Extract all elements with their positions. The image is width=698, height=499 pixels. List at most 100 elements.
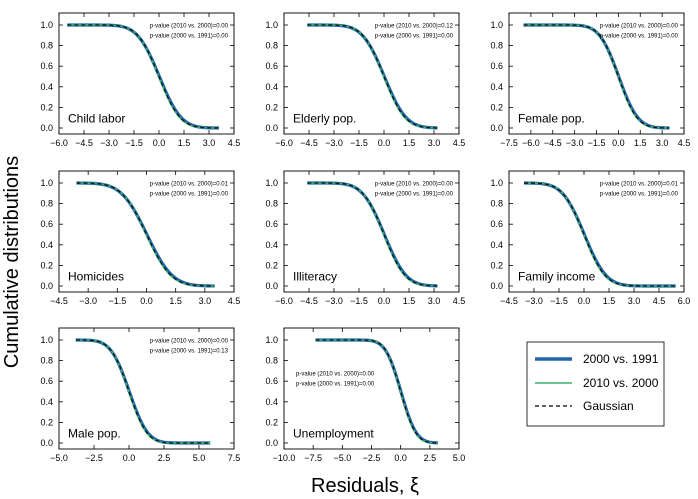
y-tick-label: 0.6: [40, 61, 53, 71]
panel-child-labor: 0.0 0.2 0.4 0.6 0.8 1.0 −6.0 −4.5 −3.0 −1.5 0.0 1.5…: [40, 12, 241, 148]
y-tick-label: 0.2: [40, 102, 53, 112]
x-tick-label: 1.5: [169, 296, 182, 306]
gaussian-line: [524, 182, 676, 287]
y-tick-label: 0.6: [490, 61, 503, 71]
x-tick-label: 4.5: [453, 296, 466, 306]
y-tick-label: 0.0: [40, 123, 53, 133]
gaussian-line: [76, 182, 215, 287]
x-tick-label: 4.5: [678, 138, 691, 148]
panel-title: Illiteracy: [293, 269, 337, 283]
y-tick-label: 1.0: [40, 335, 53, 345]
p-value-annotation: p-value (2000 vs. 1991)=0.00: [375, 34, 454, 40]
x-tick-label: −5.0: [50, 453, 68, 463]
x-tick-label: 3.0: [656, 138, 669, 148]
panel-frame: [58, 12, 235, 135]
y-axis-label: Cumulative distributions: [1, 156, 23, 368]
x-tick-label: 1.5: [634, 138, 647, 148]
x-tick-label: 4.5: [653, 296, 666, 306]
y-tick-label: 0.6: [490, 219, 503, 229]
panel-title: Male pop.: [68, 426, 121, 440]
panel-title: Unemployment: [293, 426, 374, 440]
y-tick-label: 1.0: [490, 178, 503, 188]
p-value-annotation: p-value (2000 vs. 1991)=0.00: [150, 192, 229, 198]
x-tick-label: 0.0: [394, 453, 407, 463]
y-tick-label: 0.6: [265, 61, 278, 71]
y-tick-label: 0.8: [40, 356, 53, 366]
y-tick-label: 0.0: [40, 281, 53, 291]
y-tick-label: 1.0: [265, 20, 278, 30]
x-tick-label: −1.5: [588, 138, 606, 148]
y-tick-label: 0.4: [265, 240, 278, 250]
y-tick-label: 0.2: [265, 260, 278, 270]
y-tick-label: 0.8: [265, 356, 278, 366]
x-tick-label: −10.0: [273, 453, 296, 463]
panel-unemployment: 0.0 0.2 0.4 0.6 0.8 1.0 −10.0 −7.5 −5.0 −2.5 0.0 2.…: [265, 327, 465, 463]
y-tick-label: 1.0: [265, 178, 278, 188]
x-tick-label: −6.0: [522, 138, 540, 148]
y-tick-label: 0.6: [265, 219, 278, 229]
x-tick-label: 0.0: [578, 296, 591, 306]
y-tick-label: 0.4: [265, 397, 278, 407]
y-tick-label: 0.0: [490, 123, 503, 133]
p-value-annotation: p-value (2010 vs. 2000)=0.00: [150, 339, 229, 345]
y-tick-label: 1.0: [265, 335, 278, 345]
y-tick-label: 0.4: [40, 82, 53, 92]
y-tick-label: 0.6: [40, 219, 53, 229]
y-tick-label: 0.0: [265, 281, 278, 291]
panel-illiteracy: 0.0 0.2 0.4 0.6 0.8 1.0 −6.0 −4.5 −3.0 −1.5 0.0 1.5…: [265, 170, 466, 306]
x-tick-label: −5.0: [333, 453, 351, 463]
x-tick-label: 1.5: [403, 296, 416, 306]
p-value-annotation: p-value (2000 vs. 1991)=0.00: [600, 34, 679, 40]
y-tick-label: 0.0: [490, 281, 503, 291]
y-tick-label: 0.6: [40, 376, 53, 386]
legend-label-2010-vs-2000: 2010 vs. 2000: [583, 376, 659, 390]
x-tick-label: −3.0: [525, 296, 543, 306]
panel-female-pop: 0.0 0.2 0.4 0.6 0.8 1.0 −7.5 −6.0 −4.5 −3.0 −1.5 0.…: [490, 12, 691, 148]
p-value-annotation: p-value (2010 vs. 2000)=0.00: [375, 182, 454, 188]
y-tick-label: 0.8: [265, 41, 278, 51]
x-tick-label: −3.0: [79, 296, 97, 306]
gaussian-line: [67, 24, 219, 129]
p-value-annotation: p-value (2000 vs. 1991)=0.00: [150, 34, 229, 40]
x-tick-label: −3.0: [325, 138, 343, 148]
x-tick-label: −4.5: [75, 138, 93, 148]
x-tick-label: −3.0: [325, 296, 343, 306]
x-tick-label: 3.0: [199, 296, 212, 306]
y-tick-label: 0.6: [265, 376, 278, 386]
y-tick-label: 0.2: [40, 417, 53, 427]
x-tick-label: 3.0: [628, 296, 641, 306]
legend-label-gaussian: Gaussian: [583, 399, 634, 413]
x-tick-label: 0.0: [140, 296, 153, 306]
y-tick-label: 0.8: [490, 199, 503, 209]
x-tick-label: −1.5: [350, 296, 368, 306]
x-tick-label: −6.0: [50, 138, 68, 148]
p-value-annotation: p-value (2010 vs. 2000)=0.00: [296, 371, 375, 377]
x-tick-label: −1.5: [350, 138, 368, 148]
x-tick-label: 6.0: [678, 296, 691, 306]
x-tick-label: 4.5: [228, 138, 241, 148]
legend: 2000 vs. 1991 2010 vs. 2000 Gaussian: [526, 341, 665, 427]
y-tick-label: 0.0: [265, 438, 278, 448]
p-value-annotation: p-value (2000 vs. 1991)=0.00: [375, 192, 454, 198]
y-tick-label: 0.2: [265, 102, 278, 112]
gaussian-line: [307, 182, 438, 287]
x-tick-label: −1.5: [125, 138, 143, 148]
x-tick-label: 0.0: [378, 138, 391, 148]
y-tick-label: 1.0: [490, 20, 503, 30]
panel-male-pop: 0.0 0.2 0.4 0.6 0.8 1.0 −5.0 −2.5 0.0 2.5 5.0 7.5 Ma…: [40, 327, 240, 463]
x-tick-label: −4.5: [300, 138, 318, 148]
x-tick-label: 3.0: [428, 138, 441, 148]
p-value-annotation: p-value (2000 vs. 1991)=0.00: [600, 192, 679, 198]
x-tick-label: −6.0: [275, 138, 293, 148]
x-axis-label: Residuals, ξ: [311, 475, 419, 497]
x-tick-label: −4.5: [50, 296, 68, 306]
x-tick-label: 1.5: [603, 296, 616, 306]
x-tick-label: −7.5: [304, 453, 322, 463]
p-value-annotation: p-value (2010 vs. 2000)=0.01: [150, 182, 229, 188]
p-value-annotation: p-value (2000 vs. 1991)=0.13: [150, 349, 229, 355]
panel-title: Homicides: [68, 269, 124, 283]
panel-homicides: 0.0 0.2 0.4 0.6 0.8 1.0 −4.5 −3.0 −1.5 0.0 1.5 3.0 4…: [40, 170, 240, 306]
y-tick-label: 0.8: [40, 199, 53, 209]
y-tick-label: 0.4: [40, 240, 53, 250]
